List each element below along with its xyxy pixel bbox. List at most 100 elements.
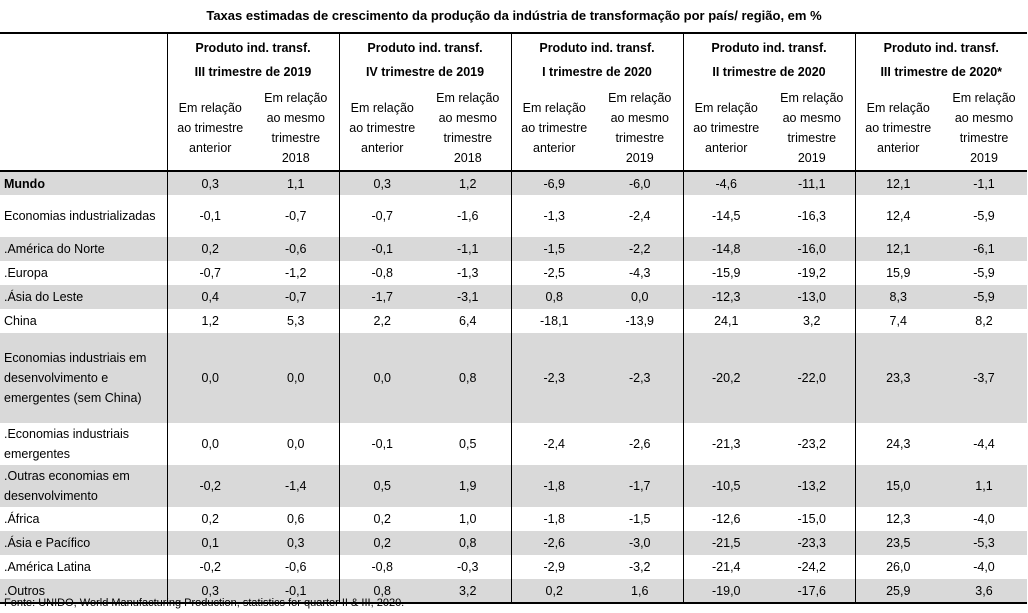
value-cell: -5,9 [973, 209, 995, 223]
value-cell: 1,2 [166, 309, 253, 333]
row-label: Economias industrializadas [4, 209, 156, 223]
value-cell: 0,3 [166, 579, 253, 604]
value-cell: -0,8 [338, 261, 425, 285]
value-cell: 0,3 [338, 171, 425, 195]
table-row: Economias industrializadas -0,1 -0,7 -0,7 -1… [0, 195, 1027, 237]
group-header-line1: Produto ind. transf. [367, 41, 483, 55]
row-label: .América do Norte [0, 237, 167, 261]
value-cell: -2,6 [510, 531, 597, 555]
group-header-line2: II trimestre de 2020 [712, 65, 826, 79]
value-cell: -16,3 [797, 209, 827, 223]
group-header-line2: IV trimestre de 2019 [365, 65, 485, 79]
value-cell: 0,2 [166, 237, 253, 261]
header-row-subcolumns: Em relação ao trimestre anterior Em rela… [0, 86, 1027, 171]
value-cell: 3,2 [425, 579, 511, 604]
value-cell: -21,5 [682, 531, 769, 555]
growth-table: Produto ind. transf. III trimestre de 20… [0, 32, 1027, 604]
value-cell: -1,3 [456, 266, 479, 280]
value-cell: 1,6 [597, 579, 683, 604]
value-cell: 0,8 [338, 579, 425, 604]
value-cell: -0,6 [253, 237, 339, 261]
value-cell: -1,4 [253, 465, 339, 507]
value-cell: -15,9 [682, 261, 769, 285]
value-cell: -1,5 [628, 512, 651, 526]
row-label: Economias industriais em desenvolvimento… [0, 333, 167, 423]
value-cell: -13,2 [769, 465, 855, 507]
row-label: .Outros [0, 579, 167, 604]
value-cell: -3,2 [628, 560, 651, 574]
value-cell: 0,5 [338, 465, 425, 507]
value-cell: -1,3 [510, 195, 597, 237]
value-cell: -20,2 [682, 333, 769, 423]
value-cell: -0,1 [338, 423, 425, 465]
value-cell: -24,2 [797, 560, 827, 574]
row-label: .Outras economias em desenvolvimento [0, 465, 167, 507]
value-cell: 2,2 [338, 309, 425, 333]
value-cell: 0,0 [597, 285, 683, 309]
value-cell: 0,3 [253, 531, 339, 555]
value-cell: 0,8 [510, 285, 597, 309]
value-cell: -1,8 [510, 465, 597, 507]
group-header-line1: Produto ind. transf. [195, 41, 311, 55]
value-cell: -18,1 [510, 309, 597, 333]
table-body: Mundo 0,3 1,1 0,3 1,2 -6,9 -6,0 -4,6 -11,1 12,1 -1… [0, 171, 1027, 604]
value-cell: -6,1 [941, 237, 1027, 261]
value-cell: -1,7 [597, 465, 683, 507]
value-cell: -16,0 [769, 237, 855, 261]
header-row-groups: Produto ind. transf. III trimestre de 20… [0, 33, 1027, 86]
value-cell: 0,0 [166, 333, 253, 423]
value-cell: -23,2 [797, 437, 827, 451]
subheader-same-quarter: Em relação ao mesmo trimestre 2019 [952, 91, 1016, 165]
value-cell: -12,6 [682, 507, 769, 531]
value-cell: -2,4 [510, 423, 597, 465]
group-header-line2: III trimestre de 2020* [880, 65, 1003, 79]
subheader-same-quarter: Em relação ao mesmo trimestre 2018 [436, 91, 500, 165]
row-label: .Ásia do Leste [0, 285, 167, 309]
value-cell: -0,7 [253, 285, 339, 309]
table-row: .Economias industriais emergentes 0,0 0,0 -… [0, 423, 1027, 465]
value-cell: -19,0 [682, 579, 769, 604]
table-row: .América Latina -0,2 -0,6 -0,8 -0,3 -2,9 -3,2 -… [0, 555, 1027, 579]
value-cell: 12,1 [854, 171, 941, 195]
value-cell: -3,1 [425, 285, 511, 309]
value-cell: 1,1 [253, 171, 339, 195]
value-cell: -21,3 [682, 423, 769, 465]
value-cell: 0,0 [166, 423, 253, 465]
value-cell: 1,2 [425, 171, 511, 195]
subheader-same-quarter: Em relação ao mesmo trimestre 2019 [780, 91, 844, 165]
value-cell: -0,2 [166, 555, 253, 579]
value-cell: -2,3 [597, 333, 683, 423]
value-cell: 24,1 [682, 309, 769, 333]
value-cell: -1,6 [456, 209, 479, 223]
value-cell: -1,1 [941, 171, 1027, 195]
value-cell: 0,6 [287, 512, 305, 526]
value-cell: -4,6 [682, 171, 769, 195]
value-cell: -15,0 [797, 512, 827, 526]
group-header-line1: Produto ind. transf. [883, 41, 999, 55]
value-cell: -0,1 [338, 237, 425, 261]
value-cell: -2,9 [510, 555, 597, 579]
value-cell: 0,2 [510, 579, 597, 604]
value-cell: 1,1 [941, 465, 1027, 507]
value-cell: -6,9 [510, 171, 597, 195]
value-cell: 24,3 [854, 423, 941, 465]
value-cell: -12,3 [682, 285, 769, 309]
value-cell: 12,1 [854, 237, 941, 261]
value-cell: -22,0 [769, 333, 855, 423]
value-cell: -1,2 [284, 266, 307, 280]
value-cell: -5,9 [973, 266, 995, 280]
group-header-line2: I trimestre de 2020 [542, 65, 652, 79]
value-cell: -2,2 [597, 237, 683, 261]
value-cell: -0,7 [284, 209, 307, 223]
table-row: Mundo 0,3 1,1 0,3 1,2 -6,9 -6,0 -4,6 -11,1 12,1 -1… [0, 171, 1027, 195]
value-cell: 0,0 [338, 333, 425, 423]
value-cell: -5,9 [941, 285, 1027, 309]
value-cell: 12,3 [854, 507, 941, 531]
value-cell: -0,7 [166, 261, 253, 285]
header-corner-sub [0, 86, 167, 171]
row-label: .África [4, 512, 40, 526]
value-cell: -0,1 [166, 195, 253, 237]
table-row: .Ásia do Leste 0,4 -0,7 -1,7 -3,1 0,8 0,0 -12,3… [0, 285, 1027, 309]
table-row: .Outras economias em desenvolvimento -0,2… [0, 465, 1027, 507]
table-row: .Ásia e Pacífico 0,1 0,3 0,2 0,8 -2,6 -3,0 -21,… [0, 531, 1027, 555]
